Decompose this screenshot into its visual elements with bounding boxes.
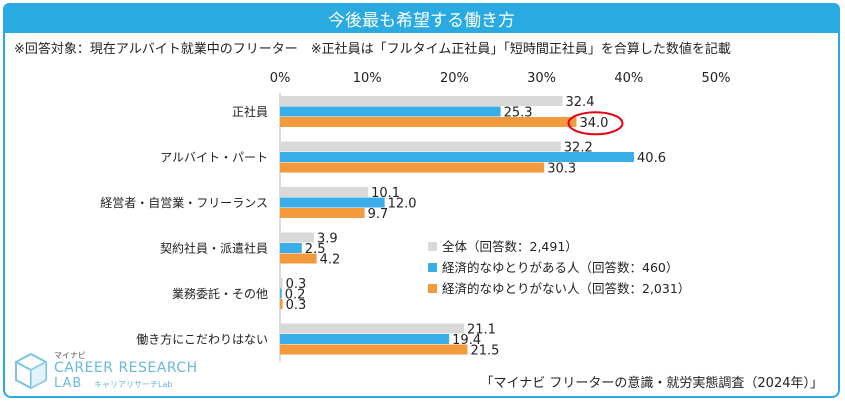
bar — [280, 106, 501, 117]
data-label: 3.9 — [317, 232, 338, 247]
chart-title: 今後最も希望する働き方 — [328, 10, 515, 31]
bar — [280, 243, 302, 253]
logo-line2: LAB — [54, 376, 83, 391]
bar — [280, 208, 365, 218]
data-label: 0.2 — [285, 288, 306, 303]
data-label: 21.5 — [470, 344, 499, 359]
legend-label: 全体（回答数：2,491） — [442, 239, 578, 254]
career-research-lab-logo: マイナビ CAREER RESEARCH LAB キャリアリサーチLab — [12, 350, 202, 394]
data-label: 10.1 — [371, 186, 400, 201]
bar — [280, 278, 283, 288]
bar — [280, 253, 317, 264]
data-label: 4.2 — [320, 253, 341, 268]
bar — [280, 323, 464, 334]
data-label: 40.6 — [637, 151, 666, 166]
x-tick-label: 20% — [440, 71, 469, 86]
legend-label: 経済的なゆとりがない人（回答数：2,031） — [442, 281, 690, 296]
title-bar: 今後最も希望する働き方 — [3, 3, 840, 33]
cube-logo-icon — [15, 352, 47, 390]
data-label: 12.0 — [388, 197, 417, 212]
note-text: ※回答対象：現在アルバイト就業中のフリーター ※正社員は「フルタイム正社員」「短… — [14, 42, 731, 57]
bar — [280, 187, 369, 197]
category-label: 経営者・自営業・フリーランス — [100, 196, 268, 210]
data-label: 21.1 — [467, 323, 496, 338]
data-label: 9.7 — [368, 207, 389, 222]
legend-swatch — [428, 284, 437, 293]
bar — [280, 232, 315, 243]
logo-mynavi: マイナビ — [54, 351, 86, 360]
bar — [280, 117, 577, 127]
bar — [280, 162, 545, 173]
x-tick-label: 50% — [702, 71, 731, 86]
category-label: 正社員 — [232, 104, 268, 119]
bar — [280, 152, 635, 162]
category-label: 業務委託・その他 — [172, 286, 268, 301]
data-label: 32.4 — [566, 95, 595, 110]
data-label: 0.3 — [286, 298, 307, 313]
logo-line3: キャリアリサーチLab — [94, 380, 173, 389]
x-tick-label: 40% — [614, 71, 643, 86]
data-label: 2.5 — [305, 242, 326, 257]
data-label: 32.2 — [564, 141, 593, 156]
bar — [280, 299, 283, 309]
data-label: 30.3 — [547, 162, 576, 177]
x-tick-label: 30% — [527, 71, 556, 86]
bar — [280, 141, 561, 152]
bar — [280, 344, 468, 355]
x-tick-label: 10% — [353, 71, 382, 86]
legend-swatch — [428, 242, 437, 251]
data-label: 34.0 — [579, 116, 608, 131]
x-tick-label: 0% — [270, 71, 291, 86]
category-label: 働き方にこだわりはない — [136, 331, 268, 346]
bar — [280, 288, 282, 299]
legend-label: 経済的なゆとりがある人（回答数：460） — [442, 260, 678, 275]
legend-swatch — [428, 263, 437, 272]
logo-line1: CAREER RESEARCH — [54, 360, 198, 376]
data-label: 0.3 — [286, 277, 307, 292]
highlight-circle — [567, 111, 624, 136]
category-label: 契約社員・派遣社員 — [160, 240, 268, 255]
category-label: アルバイト・パート — [160, 150, 268, 164]
data-label: 19.4 — [452, 333, 481, 348]
source-text: 「マイナビ フリーターの意識・就労実態調査（2024年）」 — [480, 376, 823, 391]
bar — [280, 96, 563, 106]
bar — [280, 197, 385, 208]
bar — [280, 334, 450, 344]
data-label: 25.3 — [504, 106, 533, 121]
